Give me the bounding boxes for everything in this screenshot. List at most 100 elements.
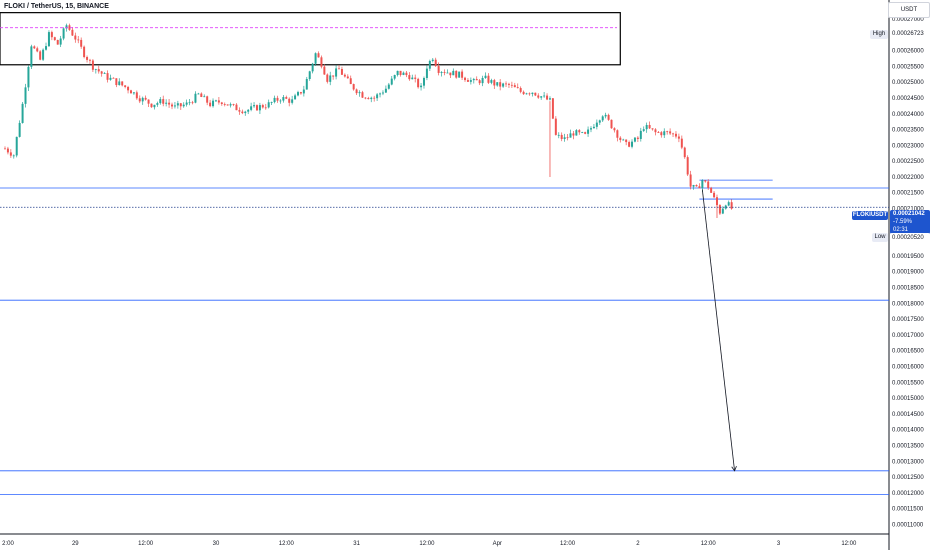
candle-body-10	[33, 46, 36, 49]
candle-body-156	[461, 71, 464, 78]
candle-body-204	[601, 116, 604, 121]
candle-body-223	[657, 132, 660, 133]
candle-body-103	[305, 78, 308, 90]
candle-body-157	[464, 77, 467, 81]
candle-body-218	[642, 129, 645, 131]
candle-body-54	[162, 99, 165, 104]
candle-body-186	[548, 98, 551, 100]
candle-body-194	[572, 133, 575, 136]
candle-body-16	[50, 32, 53, 38]
candle-body-214	[631, 141, 634, 147]
last-price-badge: 0.00021042 -7.59% 02:31	[890, 210, 930, 234]
candle-body-91	[270, 102, 273, 103]
candle-body-234	[689, 174, 692, 187]
candle-body-40	[121, 81, 124, 86]
candle-body-114	[338, 68, 341, 70]
candle-body-46	[138, 98, 141, 102]
candle-body-1	[6, 148, 9, 153]
price-tick-label-4: 0.00025000	[892, 80, 924, 86]
arrow-head[interactable]	[731, 466, 737, 472]
candle-body-243	[715, 197, 718, 206]
candle-body-47	[141, 97, 144, 102]
candle-body-178	[525, 93, 528, 95]
candle-body-89	[264, 107, 267, 109]
candle-body-135	[399, 70, 402, 75]
candle-body-23	[71, 29, 74, 36]
candle-body-162	[478, 80, 481, 84]
low-price-value: 0.00020520	[890, 233, 930, 243]
candle-body-146	[431, 59, 434, 61]
candle-body-154	[455, 70, 458, 78]
price-tick-label-17: 0.00018500	[892, 286, 924, 292]
candle-body-68	[203, 96, 206, 98]
candle-body-241	[710, 187, 713, 193]
price-tick-label-29: 0.00012500	[892, 475, 924, 481]
candle-body-119	[352, 84, 355, 90]
resistance-rectangle[interactable]	[0, 12, 621, 66]
projection-arrow[interactable]	[701, 189, 737, 472]
candle-body-143	[422, 78, 425, 86]
time-tick-label-2: 12:00	[138, 541, 154, 547]
time-axis[interactable]: 2:00 29 12:00 30 12:00 31 12:00 Apr 12:00 2 12:00 3…	[2, 541, 857, 547]
candle-body-15	[47, 32, 50, 47]
candle-body-113	[335, 68, 338, 77]
candle-body-18	[56, 40, 59, 45]
candle-body-117	[346, 76, 349, 79]
price-tick-label-15: 0.00019500	[892, 254, 924, 260]
candle-body-150	[443, 72, 446, 73]
candle-body-95	[282, 97, 285, 101]
candle-body-65	[194, 93, 197, 103]
candle-body-183	[540, 96, 543, 98]
candle-body-236	[695, 185, 698, 187]
candle-body-233	[686, 157, 689, 175]
time-tick-label-7: Apr	[493, 541, 502, 547]
candle-body-232	[683, 147, 686, 158]
candle-body-216	[636, 137, 639, 139]
candle-body-220	[648, 124, 651, 129]
candle-body-132	[390, 78, 393, 85]
candle-body-185	[546, 95, 549, 100]
candle-body-213	[628, 142, 631, 147]
resistance-zone-rectangle[interactable]	[0, 12, 621, 66]
candle-body-14	[45, 46, 48, 50]
candle-body-108	[320, 57, 323, 67]
price-tick-label-7: 0.00023500	[892, 128, 924, 134]
price-axis[interactable]: 0.000270000.000265000.000260000.00025500…	[892, 17, 924, 529]
time-tick-label-6: 12:00	[419, 541, 435, 547]
candle-body-83	[247, 109, 250, 112]
candle-body-191	[563, 137, 566, 139]
candle-body-94	[279, 100, 282, 102]
candle-body-2	[9, 152, 12, 156]
candle-body-105	[311, 63, 314, 72]
candle-body-210	[619, 137, 622, 141]
candle-body-240	[707, 181, 710, 188]
candle-body-231	[680, 138, 683, 148]
candle-body-133	[393, 75, 396, 79]
candle-body-20	[62, 28, 65, 39]
horizontal-levels[interactable]	[0, 179, 889, 495]
candle-body-206	[607, 114, 610, 120]
candle-body-45	[135, 92, 138, 99]
candle-body-142	[420, 85, 423, 88]
candle-body-80	[238, 110, 241, 112]
candle-body-129	[381, 92, 384, 94]
candle-body-203	[598, 120, 601, 123]
candle-body-137	[405, 72, 408, 76]
price-tick-label-32: 0.00011000	[892, 523, 924, 529]
price-tick-label-25: 0.00014500	[892, 412, 924, 418]
candle-body-64	[191, 102, 194, 104]
candle-body-139	[411, 77, 414, 80]
candle-body-192	[566, 137, 569, 139]
candle-body-101	[299, 92, 302, 94]
candle-body-82	[244, 111, 247, 114]
time-tick-label-4: 12:00	[279, 541, 295, 547]
candle-body-245	[721, 208, 724, 214]
high-price-text: 0.00026723	[892, 31, 924, 37]
candle-body-197	[581, 132, 584, 133]
candle-body-4	[15, 136, 18, 156]
arrow-shaft[interactable]	[701, 189, 735, 471]
candle-body-163	[481, 77, 484, 84]
candle-body-225	[663, 131, 666, 136]
currency-button[interactable]: USDT	[888, 2, 930, 18]
